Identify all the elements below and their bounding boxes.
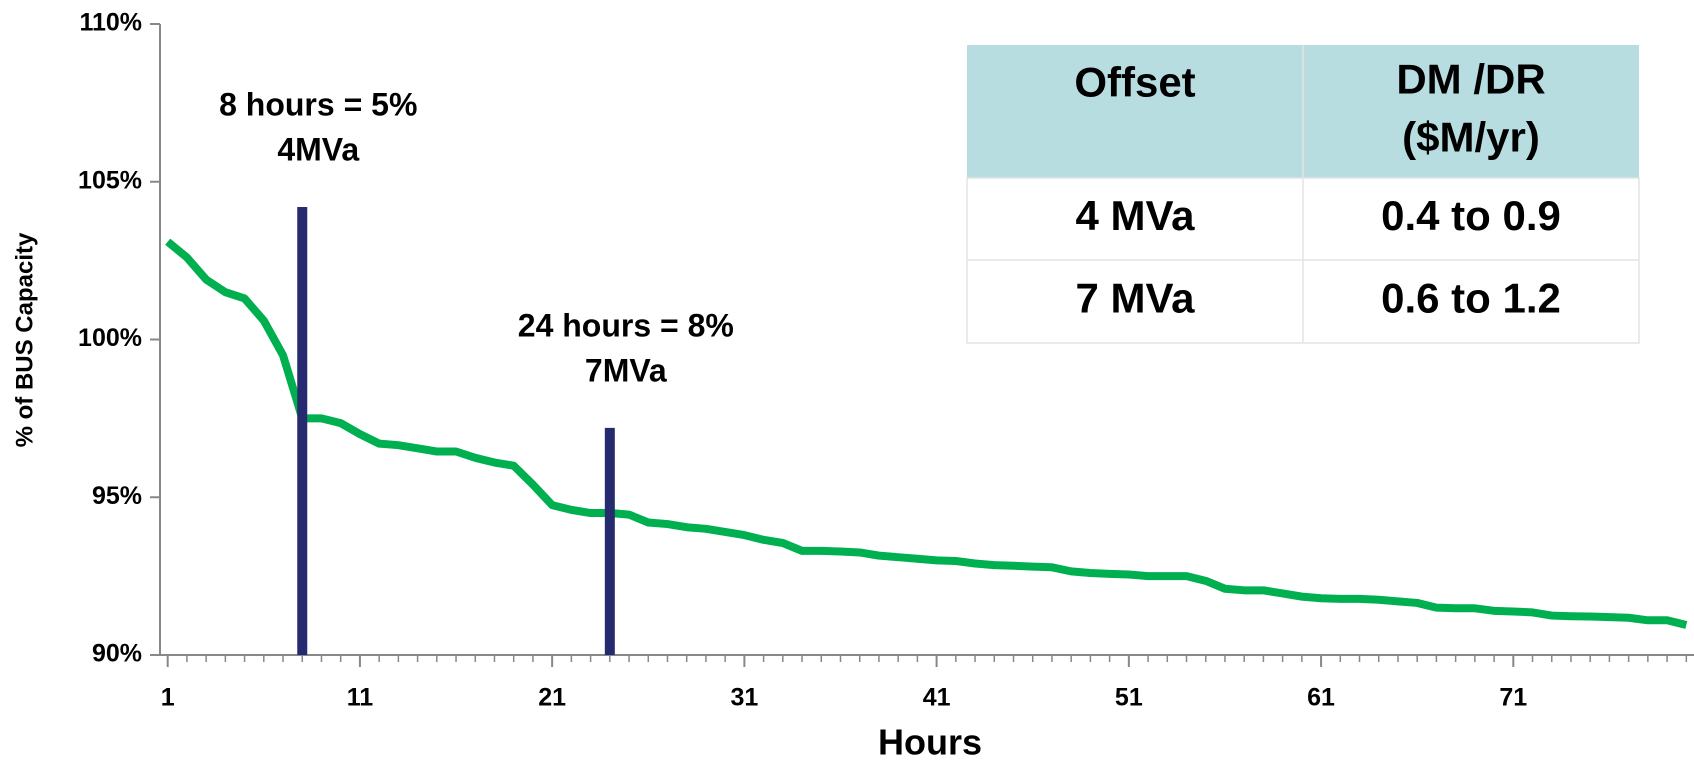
y-tick-label: 105% (78, 166, 142, 194)
y-tick-label: 100% (78, 324, 142, 352)
annotation: 7MVa (585, 352, 667, 388)
table-cell: 0.6 to 1.2 (1381, 275, 1561, 322)
x-tick-label: 21 (538, 684, 566, 712)
x-tick-label: 31 (730, 684, 758, 712)
y-tick-label: 110% (79, 9, 142, 37)
x-tick-label: 61 (1307, 684, 1335, 712)
x-tick-label: 11 (347, 684, 374, 712)
table-cell: 4 MVa (1075, 192, 1195, 239)
table-cell: 0.4 to 0.9 (1381, 192, 1561, 239)
annotation: 8 hours = 5% (219, 86, 417, 122)
x-axis-title: Hours (878, 722, 982, 763)
table-header-text: Offset (1074, 59, 1195, 106)
x-tick-label: 51 (1115, 684, 1143, 712)
x-tick-label: 41 (923, 684, 951, 712)
y-tick-label: 90% (92, 640, 142, 668)
table-header-text: ($M/yr) (1402, 114, 1540, 161)
y-tick-label: 95% (92, 482, 142, 510)
table-header-text: DM /DR (1396, 56, 1545, 103)
annotation: 24 hours = 8% (518, 307, 734, 343)
annotation: 4MVa (277, 131, 359, 167)
x-tick-label: 1 (161, 684, 175, 712)
line-series (165, 238, 1688, 629)
table-cell: 7 MVa (1075, 275, 1195, 322)
x-tick-label: 71 (1499, 684, 1527, 712)
y-axis-title: % of BUS Capacity (11, 232, 38, 447)
